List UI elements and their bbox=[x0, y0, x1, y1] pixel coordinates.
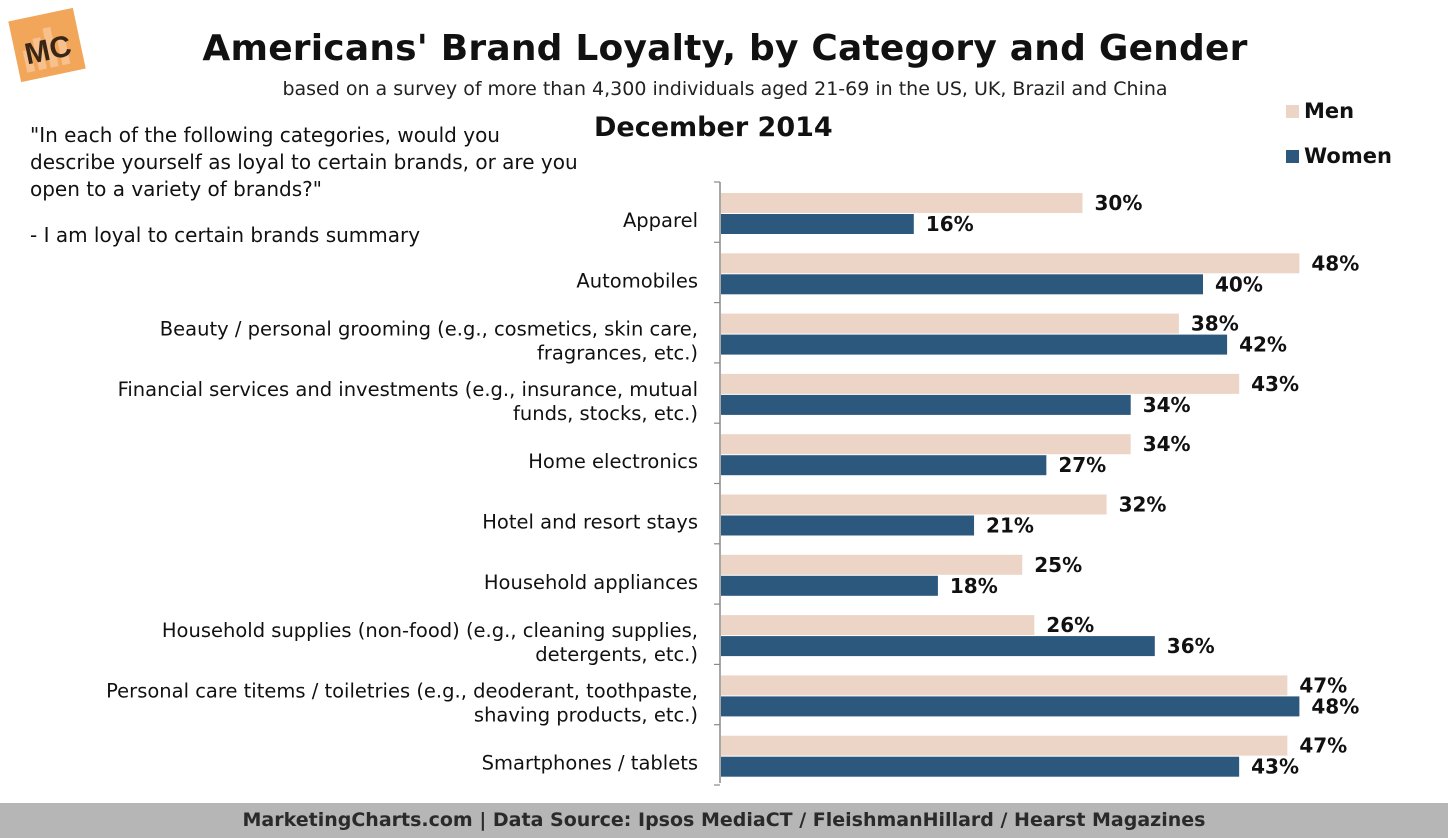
marketingcharts-logo: MC bbox=[4, 2, 90, 88]
chart-legend: Men Women bbox=[1286, 97, 1392, 187]
legend-swatch-men bbox=[1286, 104, 1299, 118]
value-label-women-automobiles: 40% bbox=[1215, 272, 1263, 296]
category-label-household-appliances: Household appliances bbox=[484, 571, 698, 594]
source-footer: MarketingCharts.com | Data Source: Ipsos… bbox=[0, 803, 1448, 838]
value-label-men-hotel-and-resort: 32% bbox=[1119, 493, 1167, 517]
bar-women-smartphones-tablets bbox=[721, 756, 1240, 777]
bar-women-beauty-personal-grooming bbox=[721, 334, 1228, 355]
value-label-women-household-appliances: 18% bbox=[950, 574, 998, 598]
category-label-line: Financial services and investments (e.g.… bbox=[118, 378, 698, 401]
value-label-women-beauty-personal-grooming: 42% bbox=[1239, 333, 1287, 357]
bar-women-personal-care-titems bbox=[721, 696, 1300, 717]
legend-label-women: Women bbox=[1304, 144, 1392, 168]
bar-men-household-appliances bbox=[721, 554, 1023, 575]
category-label-line: Household appliances bbox=[484, 571, 698, 594]
category-label-line: funds, stocks, etc.) bbox=[513, 402, 698, 425]
value-label-men-apparel: 30% bbox=[1095, 191, 1143, 215]
value-label-men-household-supplies-non: 26% bbox=[1046, 613, 1094, 637]
bar-men-home-electronics bbox=[721, 434, 1131, 455]
value-label-women-smartphones-tablets: 43% bbox=[1251, 755, 1299, 779]
category-label-financial-services-and: Financial services and investments (e.g.… bbox=[118, 378, 698, 425]
bar-women-automobiles bbox=[721, 274, 1203, 295]
category-label-household-supplies-non: Household supplies (non-food) (e.g., cle… bbox=[162, 619, 698, 666]
value-label-men-household-appliances: 25% bbox=[1034, 553, 1082, 577]
value-label-men-financial-services-and: 43% bbox=[1251, 372, 1299, 396]
category-label-automobiles: Automobiles bbox=[576, 269, 698, 292]
category-label-apparel: Apparel bbox=[623, 209, 698, 232]
value-label-women-personal-care-titems: 48% bbox=[1311, 694, 1359, 718]
bar-men-hotel-and-resort bbox=[721, 494, 1107, 515]
legend-swatch-women bbox=[1286, 149, 1299, 163]
category-label-line: detergents, etc.) bbox=[535, 643, 698, 666]
category-label-personal-care-titems: Personal care titems / toiletries (e.g.,… bbox=[106, 679, 698, 726]
bar-women-household-supplies-non bbox=[721, 636, 1155, 657]
legend-item-men: Men bbox=[1286, 97, 1392, 125]
chart-subtitle: based on a survey of more than 4,300 ind… bbox=[282, 78, 1168, 100]
survey-question: "In each of the following categories, wo… bbox=[30, 122, 590, 249]
bar-men-apparel bbox=[721, 193, 1083, 213]
category-label-line: Home electronics bbox=[528, 450, 698, 473]
value-label-women-hotel-and-resort: 21% bbox=[986, 514, 1034, 538]
bar-women-household-appliances bbox=[721, 575, 938, 596]
bar-men-financial-services-and bbox=[721, 373, 1240, 394]
value-label-women-financial-services-and: 34% bbox=[1143, 393, 1191, 417]
legend-item-women: Women bbox=[1286, 142, 1392, 170]
chart-date-label: December 2014 bbox=[594, 112, 833, 143]
category-label-line: Beauty / personal grooming (e.g., cosmet… bbox=[160, 318, 698, 341]
category-label-line: Household supplies (non-food) (e.g., cle… bbox=[162, 619, 698, 642]
bar-women-home-electronics bbox=[721, 455, 1047, 476]
value-label-men-personal-care-titems: 47% bbox=[1299, 673, 1347, 697]
bar-men-household-supplies-non bbox=[721, 615, 1035, 636]
category-label-line: shaving products, etc.) bbox=[474, 703, 698, 726]
value-label-men-automobiles: 48% bbox=[1311, 251, 1359, 275]
category-label-beauty-personal-grooming: Beauty / personal grooming (e.g., cosmet… bbox=[160, 318, 698, 365]
bar-men-beauty-personal-grooming bbox=[721, 313, 1179, 334]
bar-women-financial-services-and bbox=[721, 394, 1131, 415]
category-label-smartphones-tablets: Smartphones / tablets bbox=[482, 752, 698, 775]
category-label-line: fragrances, etc.) bbox=[537, 342, 698, 365]
bar-chart: Apparel 30% 16% Automobiles 48% 40% Beauty / p… bbox=[106, 181, 1359, 786]
category-label-home-electronics: Home electronics bbox=[528, 450, 698, 473]
survey-answer-note: - I am loyal to certain brands summary bbox=[30, 223, 421, 247]
value-label-men-home-electronics: 34% bbox=[1143, 432, 1191, 456]
category-label-line: Hotel and resort stays bbox=[482, 511, 698, 534]
bar-women-apparel bbox=[721, 214, 914, 234]
value-label-women-household-supplies-non: 36% bbox=[1167, 634, 1215, 658]
bar-men-automobiles bbox=[721, 253, 1300, 274]
category-label-line: Automobiles bbox=[576, 269, 698, 292]
value-label-women-apparel: 16% bbox=[926, 212, 974, 236]
chart-title: Americans' Brand Loyalty, by Category an… bbox=[202, 28, 1248, 69]
bar-men-personal-care-titems bbox=[721, 675, 1288, 696]
survey-question-text: "In each of the following categories, wo… bbox=[30, 123, 578, 201]
value-label-men-smartphones-tablets: 47% bbox=[1299, 734, 1347, 758]
value-label-women-home-electronics: 27% bbox=[1058, 453, 1106, 477]
category-label-line: Smartphones / tablets bbox=[482, 752, 698, 775]
bar-women-hotel-and-resort bbox=[721, 515, 975, 536]
category-label-line: Apparel bbox=[623, 209, 698, 232]
category-label-hotel-and-resort: Hotel and resort stays bbox=[482, 511, 698, 534]
value-label-men-beauty-personal-grooming: 38% bbox=[1191, 312, 1239, 336]
legend-label-men: Men bbox=[1304, 99, 1355, 123]
bar-men-smartphones-tablets bbox=[721, 735, 1288, 756]
category-label-line: Personal care titems / toiletries (e.g.,… bbox=[106, 679, 698, 702]
